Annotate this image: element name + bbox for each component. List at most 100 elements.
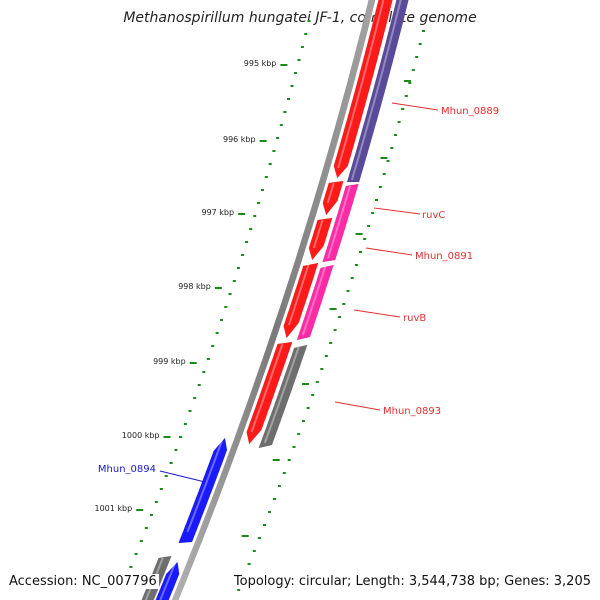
gene-label: Mhun_0891	[415, 251, 473, 262]
accession-text: Accession: NC_007796	[9, 574, 159, 589]
cds-next-gene	[155, 561, 180, 600]
position-ruler: 995 kbp 996 kbp 997 kbp 998 kbp 999 kbp 1000 …	[65, 59, 288, 587]
cog-ruvc	[322, 183, 359, 263]
ruler-dot	[422, 30, 425, 32]
cds-track	[141, 0, 393, 600]
tick-label: 1000 kbp	[122, 431, 160, 440]
ruler-dot	[294, 72, 297, 74]
cog-track	[258, 0, 409, 449]
gene-label: Mhun_0893	[383, 406, 441, 417]
ruler-dot	[149, 514, 153, 516]
ruler-dot	[354, 264, 358, 266]
cog-mhun-0889	[346, 0, 409, 183]
ruler-dot	[418, 43, 422, 45]
ruler-dash	[241, 535, 249, 537]
ruler-dot	[183, 423, 187, 425]
ruler-dot	[261, 189, 264, 191]
genome-backbone	[171, 0, 377, 600]
ruler-dot	[342, 303, 346, 305]
ruler-dot	[134, 553, 138, 555]
ruler-dot	[297, 433, 301, 435]
ruler-dot	[154, 501, 158, 503]
ruler-dot	[297, 59, 301, 61]
ruler-dot	[206, 358, 210, 360]
gene-labels: Mhun_0889 ruvC Mhun_0891 ruvB Mhun_0893 Mhun_…	[98, 102, 499, 483]
ruler-dot	[290, 85, 294, 87]
ruler-dot	[397, 121, 401, 123]
ruler-dot	[276, 137, 280, 139]
ruler-dot	[333, 329, 337, 331]
tick-mark	[238, 213, 246, 215]
ruler-dot	[257, 202, 261, 204]
ruler-dot	[164, 475, 168, 477]
ruler-dot	[277, 485, 281, 487]
ruler-dot	[382, 173, 386, 175]
ruler-dot	[279, 124, 283, 126]
tick-label: 1001 kbp	[94, 504, 132, 513]
ruler-dot	[215, 332, 219, 334]
ruler-dot	[324, 355, 328, 357]
ruler-dot	[228, 293, 232, 295]
cds-mhun-0889	[333, 0, 393, 179]
gene-label: ruvB	[403, 313, 426, 324]
tick-label: 995 kbp	[244, 59, 277, 68]
ruler-dot	[282, 472, 286, 474]
gene-leader-line	[334, 401, 381, 411]
ruler-dot	[253, 215, 257, 217]
cog-mhun-0893	[258, 344, 308, 449]
ruler-dot	[346, 290, 350, 292]
tick-mark	[214, 287, 222, 289]
ruler-dot	[394, 134, 397, 136]
ruler-dot	[363, 238, 367, 240]
ruler-dot	[179, 436, 183, 438]
ruler-dot	[404, 95, 408, 97]
ruler-dot	[367, 225, 371, 227]
ruler-dot	[249, 228, 253, 230]
tick-mark	[163, 436, 171, 438]
tick-label: 997 kbp	[201, 208, 234, 217]
cds-ruvb	[283, 262, 319, 339]
ruler-dot	[408, 82, 412, 84]
ruler-dot	[247, 563, 251, 565]
tick-label: 996 kbp	[223, 135, 256, 144]
ruler-dot	[232, 280, 236, 282]
ruler-dot	[301, 420, 305, 422]
ruler-dot	[245, 241, 249, 243]
ruler-dot	[211, 345, 215, 347]
tick-label: 998 kbp	[178, 282, 211, 291]
ruler-dash	[380, 157, 388, 159]
tick-mark	[280, 64, 288, 66]
gene-leader-line	[365, 247, 413, 256]
ruler-dot	[304, 33, 308, 35]
ruler-dot	[264, 176, 268, 178]
genome-summary: Topology: circular; Length: 3,544,738 bp…	[231, 574, 591, 589]
ruler-dot	[188, 410, 192, 412]
ruler-dot	[241, 254, 245, 256]
ruler-dot	[283, 111, 287, 113]
tick-label: 999 kbp	[153, 357, 186, 366]
ruler-dot	[268, 511, 271, 513]
ruler-dot	[338, 316, 341, 318]
backbone-highlight	[178, 0, 377, 600]
gene-label: Mhun_0894	[98, 464, 156, 475]
gene-label: ruvC	[422, 210, 445, 221]
ruler-dot	[268, 163, 272, 165]
ruler-dot	[202, 371, 206, 373]
gene-leader-line	[159, 470, 206, 483]
ruler-dot	[197, 384, 201, 386]
ruler-dot	[193, 397, 197, 399]
gene-label: Mhun_0889	[441, 106, 499, 117]
ruler-dot	[306, 407, 310, 409]
ruler-dot	[174, 449, 178, 451]
ruler-dot	[378, 186, 382, 188]
ruler-dot	[252, 550, 256, 552]
ruler-dot	[307, 20, 311, 22]
inner-dotted-ruler	[124, 20, 311, 581]
ruler-dot	[220, 319, 223, 321]
ruler-dash	[272, 459, 280, 461]
ruler-dot	[320, 368, 324, 370]
cds-mhun-0893	[246, 341, 293, 445]
ruler-dot	[315, 381, 319, 383]
cog-ruvb	[296, 264, 334, 341]
gene-leader-line	[373, 207, 421, 215]
